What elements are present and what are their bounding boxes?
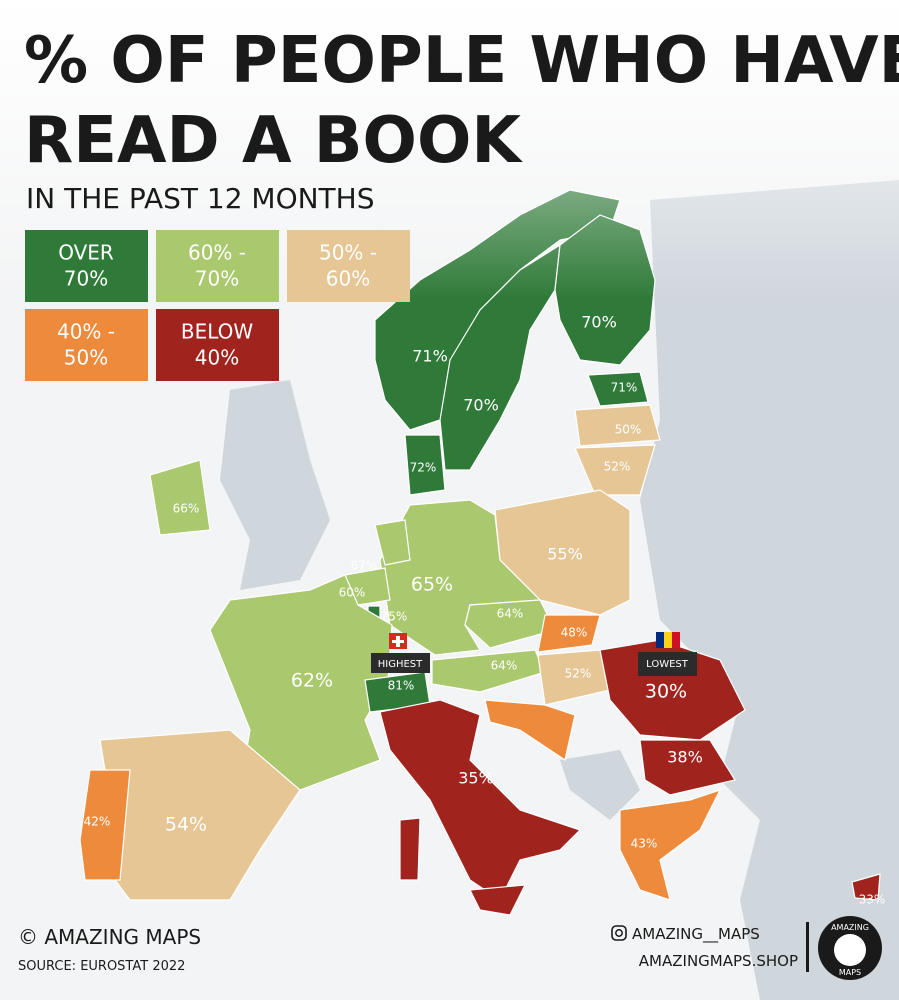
- instagram: AMAZING__MAPS: [632, 925, 760, 944]
- country-value: 70%: [463, 396, 499, 415]
- country-value: 64%: [491, 659, 518, 673]
- callout-box: [638, 652, 697, 676]
- country-value: 54%: [165, 814, 207, 836]
- country-value: 67%: [351, 559, 378, 573]
- footer: © AMAZING MAPS SOURCE: EUROSTAT 2022 AMA…: [18, 916, 882, 980]
- country-value: 62%: [291, 670, 333, 692]
- legend-label: 60% -: [188, 241, 246, 265]
- legend-swatch: [25, 309, 148, 381]
- legend: OVER 70% 60% - 70% 50% - 60% 40% - 50% B…: [25, 230, 410, 381]
- legend-label: OVER: [58, 241, 114, 265]
- legend-label: 70%: [64, 267, 108, 291]
- legend-label: 40% -: [57, 320, 115, 344]
- title: READ A BOOK: [24, 104, 523, 178]
- legend-swatch: [287, 230, 410, 302]
- country-value: 75%: [381, 610, 408, 624]
- callout-box: [371, 653, 430, 673]
- legend-label: BELOW: [181, 320, 254, 344]
- legend-label: 50% -: [319, 241, 377, 265]
- legend-label: 60%: [326, 267, 370, 291]
- legend-label: 40%: [195, 346, 239, 370]
- country-value: 38%: [667, 748, 703, 767]
- country-value: 52%: [604, 460, 631, 474]
- title: % OF PEOPLE WHO HAVE: [24, 24, 899, 98]
- country-value: 33%: [859, 893, 886, 907]
- logo-text: MAPS: [839, 968, 861, 977]
- callout-label: LOWEST: [646, 659, 689, 670]
- country-value: 30%: [645, 681, 687, 703]
- map-labels: 70% 71% 70% 71% 50% 52% 72% 66% 55% 67% …: [84, 313, 886, 907]
- country-value: 42%: [84, 815, 111, 829]
- country-value: 48%: [561, 626, 588, 640]
- country-value: 52%: [565, 667, 592, 681]
- country-value: 72%: [410, 461, 437, 475]
- country-value: 43%: [631, 837, 658, 851]
- country-value: 66%: [173, 502, 200, 516]
- legend-swatch: [25, 230, 148, 302]
- country-value: 55%: [547, 545, 583, 564]
- legend-label: 70%: [195, 267, 239, 291]
- country-value: 71%: [412, 347, 448, 366]
- country-value: 50%: [615, 423, 642, 437]
- shop-url: AMAZINGMAPS.SHOP: [639, 952, 798, 970]
- logo-text: AMAZING: [831, 923, 869, 932]
- country-value: 71%: [611, 381, 638, 395]
- credit: © AMAZING MAPS: [18, 925, 201, 949]
- source: SOURCE: EUROSTAT 2022: [18, 959, 185, 974]
- legend-swatch: [156, 230, 279, 302]
- country-value: 81%: [388, 679, 415, 693]
- legend-swatch: [156, 309, 279, 381]
- title-block: % OF PEOPLE WHO HAVE READ A BOOK IN THE …: [24, 24, 899, 215]
- subtitle: IN THE PAST 12 MONTHS: [26, 182, 374, 215]
- callout-label: HIGHEST: [378, 659, 423, 670]
- country-value: 35%: [458, 769, 494, 788]
- country-value: 64%: [497, 607, 524, 621]
- country-value: 60%: [339, 586, 366, 600]
- legend-label: 50%: [64, 346, 108, 370]
- country-value: 70%: [581, 313, 617, 332]
- callouts: HIGHEST LOWEST: [371, 632, 697, 676]
- country-value: 65%: [411, 574, 453, 596]
